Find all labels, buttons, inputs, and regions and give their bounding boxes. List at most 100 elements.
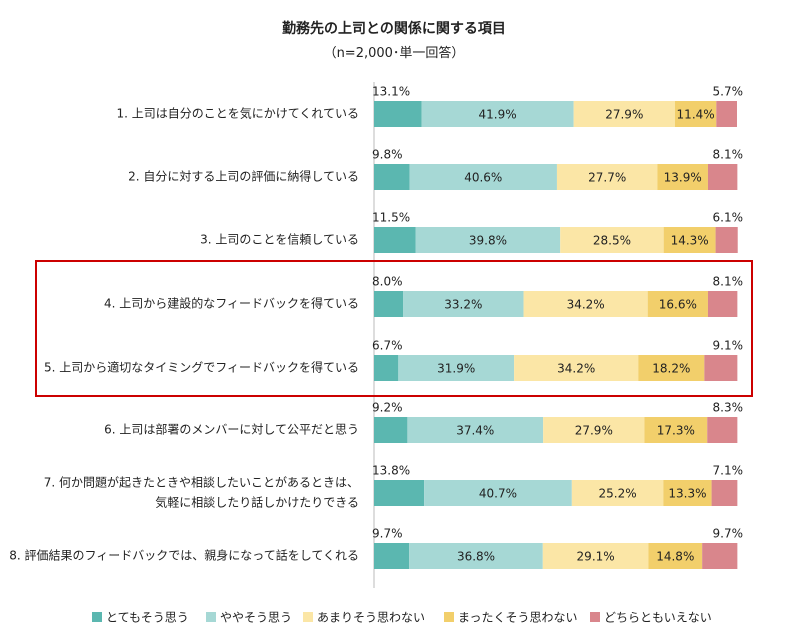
- data-label: 8.0%: [372, 275, 403, 289]
- data-label: 9.7%: [372, 527, 403, 541]
- data-label: 14.3%: [671, 234, 709, 248]
- category-label: 4. 上司から建設的なフィードバックを得ている: [104, 296, 359, 311]
- bar-segment: [715, 227, 738, 253]
- bar-segment: [374, 227, 416, 253]
- data-label: 9.8%: [372, 148, 403, 162]
- legend-swatch: [92, 612, 102, 622]
- legend-swatch: [590, 612, 600, 622]
- data-label: 28.5%: [593, 234, 631, 248]
- bar-segment: [542, 543, 649, 569]
- category-label: 2. 自分に対する上司の評価に納得している: [128, 169, 359, 184]
- data-label: 11.4%: [677, 108, 715, 122]
- legend-label: あまりそう思わない: [317, 611, 425, 625]
- data-label: 13.1%: [372, 85, 410, 99]
- bar-segment: [409, 543, 543, 569]
- legend-label: とてもそう思う: [106, 611, 189, 625]
- data-label: 9.1%: [713, 339, 744, 353]
- data-label: 16.6%: [659, 298, 697, 312]
- data-label: 9.7%: [713, 527, 744, 541]
- data-label: 6.7%: [372, 339, 403, 353]
- bar-segment: [663, 480, 712, 506]
- data-label: 18.2%: [652, 362, 690, 376]
- bar-segment: [648, 543, 703, 569]
- legend-swatch: [444, 612, 454, 622]
- bar-segment: [415, 227, 561, 253]
- bar-segment: [403, 291, 524, 317]
- bar-segment: [374, 480, 425, 506]
- data-label: 33.2%: [444, 298, 482, 312]
- bar-segment: [707, 164, 738, 190]
- bar-segment: [647, 291, 708, 317]
- data-label: 8.3%: [713, 401, 744, 415]
- bar-segment: [374, 355, 399, 381]
- data-label: 6.1%: [713, 211, 744, 225]
- legend-label: まったくそう思わない: [458, 611, 578, 625]
- bar-segment: [556, 164, 658, 190]
- bar-segment: [638, 355, 705, 381]
- bar-segment: [374, 101, 422, 127]
- legend-label: どちらともいえない: [604, 611, 712, 625]
- bar-segment: [573, 101, 675, 127]
- bar-segment: [560, 227, 664, 253]
- bar-segment: [704, 355, 738, 381]
- chart-title: 勤務先の上司との関係に関する項目: [282, 21, 506, 37]
- data-label: 34.2%: [567, 298, 605, 312]
- data-label: 11.5%: [372, 211, 410, 225]
- bar-segment: [711, 480, 738, 506]
- bar-segment: [707, 417, 738, 443]
- highlight-box: [35, 260, 753, 397]
- legend-swatch: [206, 612, 216, 622]
- category-label: 3. 上司のことを信頼している: [200, 233, 359, 247]
- data-label: 9.2%: [372, 401, 403, 415]
- category-label: 7. 何か問題が起きたときや相談したいことがあるときは、: [44, 475, 359, 490]
- category-label: 気軽に相談したり話しかけたりできる: [155, 495, 359, 510]
- data-label: 27.9%: [575, 424, 613, 438]
- bar-segment: [657, 164, 708, 190]
- data-label: 25.2%: [599, 487, 637, 501]
- bar-segment: [644, 417, 708, 443]
- data-label: 14.8%: [656, 550, 694, 564]
- data-label: 27.7%: [588, 171, 626, 185]
- bar-segment: [374, 543, 410, 569]
- data-label: 31.9%: [437, 362, 475, 376]
- bar-segment: [543, 417, 645, 443]
- data-label: 7.1%: [713, 464, 744, 478]
- bar-segment: [424, 480, 572, 506]
- bar-segment: [674, 101, 717, 127]
- data-label: 41.9%: [479, 108, 517, 122]
- data-label: 8.1%: [713, 148, 744, 162]
- bar-segment: [374, 291, 404, 317]
- data-label: 34.2%: [557, 362, 595, 376]
- data-label: 8.1%: [713, 275, 744, 289]
- data-label: 39.8%: [469, 234, 507, 248]
- category-label: 8. 評価結果のフィードバックでは、親身になって話をしてくれる: [9, 548, 359, 563]
- category-label: 5. 上司から適切なタイミングでフィードバックを得ている: [44, 360, 359, 375]
- data-label: 17.3%: [657, 424, 695, 438]
- legend-swatch: [303, 612, 313, 622]
- data-label: 37.4%: [456, 424, 494, 438]
- bar-segment: [716, 101, 737, 127]
- data-label: 40.6%: [464, 171, 502, 185]
- bar-segment: [398, 355, 515, 381]
- bar-segment: [707, 291, 738, 317]
- data-label: 40.7%: [479, 487, 517, 501]
- legend-label: ややそう思う: [220, 611, 292, 625]
- data-label: 27.9%: [605, 108, 643, 122]
- bar-segment: [421, 101, 574, 127]
- bar-segment: [374, 417, 408, 443]
- bar-segment: [571, 480, 664, 506]
- data-label: 13.3%: [668, 487, 706, 501]
- data-label: 13.8%: [372, 464, 410, 478]
- bar-segment: [514, 355, 639, 381]
- data-label: 36.8%: [457, 550, 495, 564]
- bar-segment: [407, 417, 544, 443]
- bar-segment: [409, 164, 557, 190]
- data-label: 29.1%: [577, 550, 615, 564]
- data-label: 5.7%: [713, 85, 744, 99]
- data-label: 13.9%: [664, 171, 702, 185]
- bar-segment: [702, 543, 738, 569]
- bar-segment: [523, 291, 648, 317]
- bar-segment: [663, 227, 716, 253]
- chart-subtitle: （n=2,000･単一回答）: [323, 46, 465, 61]
